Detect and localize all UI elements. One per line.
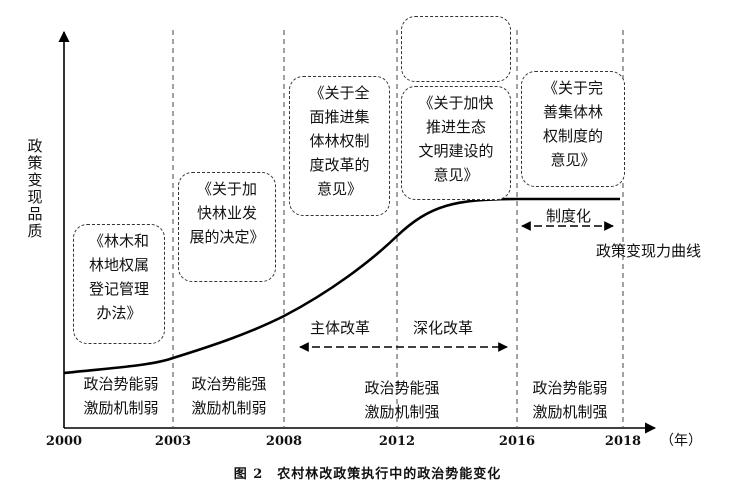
policy-realization-curve	[63, 197, 620, 375]
period-line: 激励机制强	[364, 403, 440, 421]
period-label-2003-2008: 政治势能强 激励机制弱	[182, 372, 276, 420]
doc-line: 《关于完	[542, 79, 603, 97]
period-line: 政治势能强	[191, 375, 267, 393]
doc-line: 推进生态	[425, 118, 486, 136]
year-tick-2012: 2012	[378, 434, 416, 449]
curve-label: 政策变现力曲线	[596, 242, 702, 260]
document-box-2008: 《关于加 快林业发 展的决定》	[178, 172, 276, 282]
doc-line: 意见》	[550, 151, 596, 169]
doc-line: 快林业发	[196, 204, 257, 222]
document-box-2016: 《关于完 善集体林 权制度的 意见》	[521, 71, 625, 187]
report-box-18th-congress	[401, 16, 511, 82]
doc-line: 文明建设的	[418, 142, 494, 160]
phase-label-institutionalization: 制度化	[546, 207, 592, 225]
period-line: 政治势能强	[364, 379, 440, 397]
doc-line: 林地权属	[88, 256, 149, 274]
doc-line: 展的决定》	[189, 228, 265, 246]
figure-caption: 图 2 农村林改政策执行中的政治势能变化	[233, 467, 502, 482]
doc-line: 《关于加	[196, 180, 257, 198]
doc-line: 意见》	[316, 180, 362, 198]
doc-line: 《关于全	[309, 84, 370, 102]
year-tick-2008: 2008	[265, 434, 303, 449]
doc-line: 面推进集	[309, 108, 370, 126]
period-line: 政治势能弱	[83, 375, 159, 393]
doc-line: 体林权制	[309, 132, 370, 150]
doc-line: 《林木和	[88, 232, 149, 250]
doc-line: 意见》	[433, 166, 479, 184]
document-box-2012-b: 《关于加快 推进生态 文明建设的 意见》	[401, 86, 511, 200]
year-tick-2000: 2000	[45, 434, 83, 449]
document-box-2012-a: 《关于全 面推进集 体林权制 度改革的 意见》	[289, 76, 390, 216]
period-line: 激励机制弱	[191, 399, 267, 417]
doc-line: 度改革的	[309, 156, 370, 174]
x-axis-unit: （年）	[660, 433, 702, 449]
year-tick-2018: 2018	[604, 434, 642, 449]
period-line: 激励机制强	[532, 403, 608, 421]
doc-line: 善集体林	[542, 103, 603, 121]
doc-line: 登记管理	[88, 280, 149, 298]
period-label-2008-2016: 政治势能强 激励机制强	[355, 376, 449, 424]
y-axis-label: 政策变现品质	[27, 137, 43, 240]
year-tick-2003: 2003	[154, 434, 192, 449]
period-label-2000-2003: 政治势能弱 激励机制弱	[74, 372, 168, 420]
period-label-2016-2018: 政治势能弱 激励机制强	[523, 376, 617, 424]
document-box-2003: 《林木和 林地权属 登记管理 办法》	[73, 224, 165, 344]
phase-label-deepen-reform: 深化改革	[413, 319, 474, 337]
doc-line: 权制度的	[542, 127, 603, 145]
period-line: 政治势能弱	[532, 379, 608, 397]
year-tick-2016: 2016	[498, 434, 536, 449]
doc-line: 《关于加快	[418, 94, 494, 112]
doc-line: 办法》	[96, 304, 142, 322]
phase-label-main-reform: 主体改革	[310, 319, 371, 337]
period-line: 激励机制弱	[83, 399, 159, 417]
